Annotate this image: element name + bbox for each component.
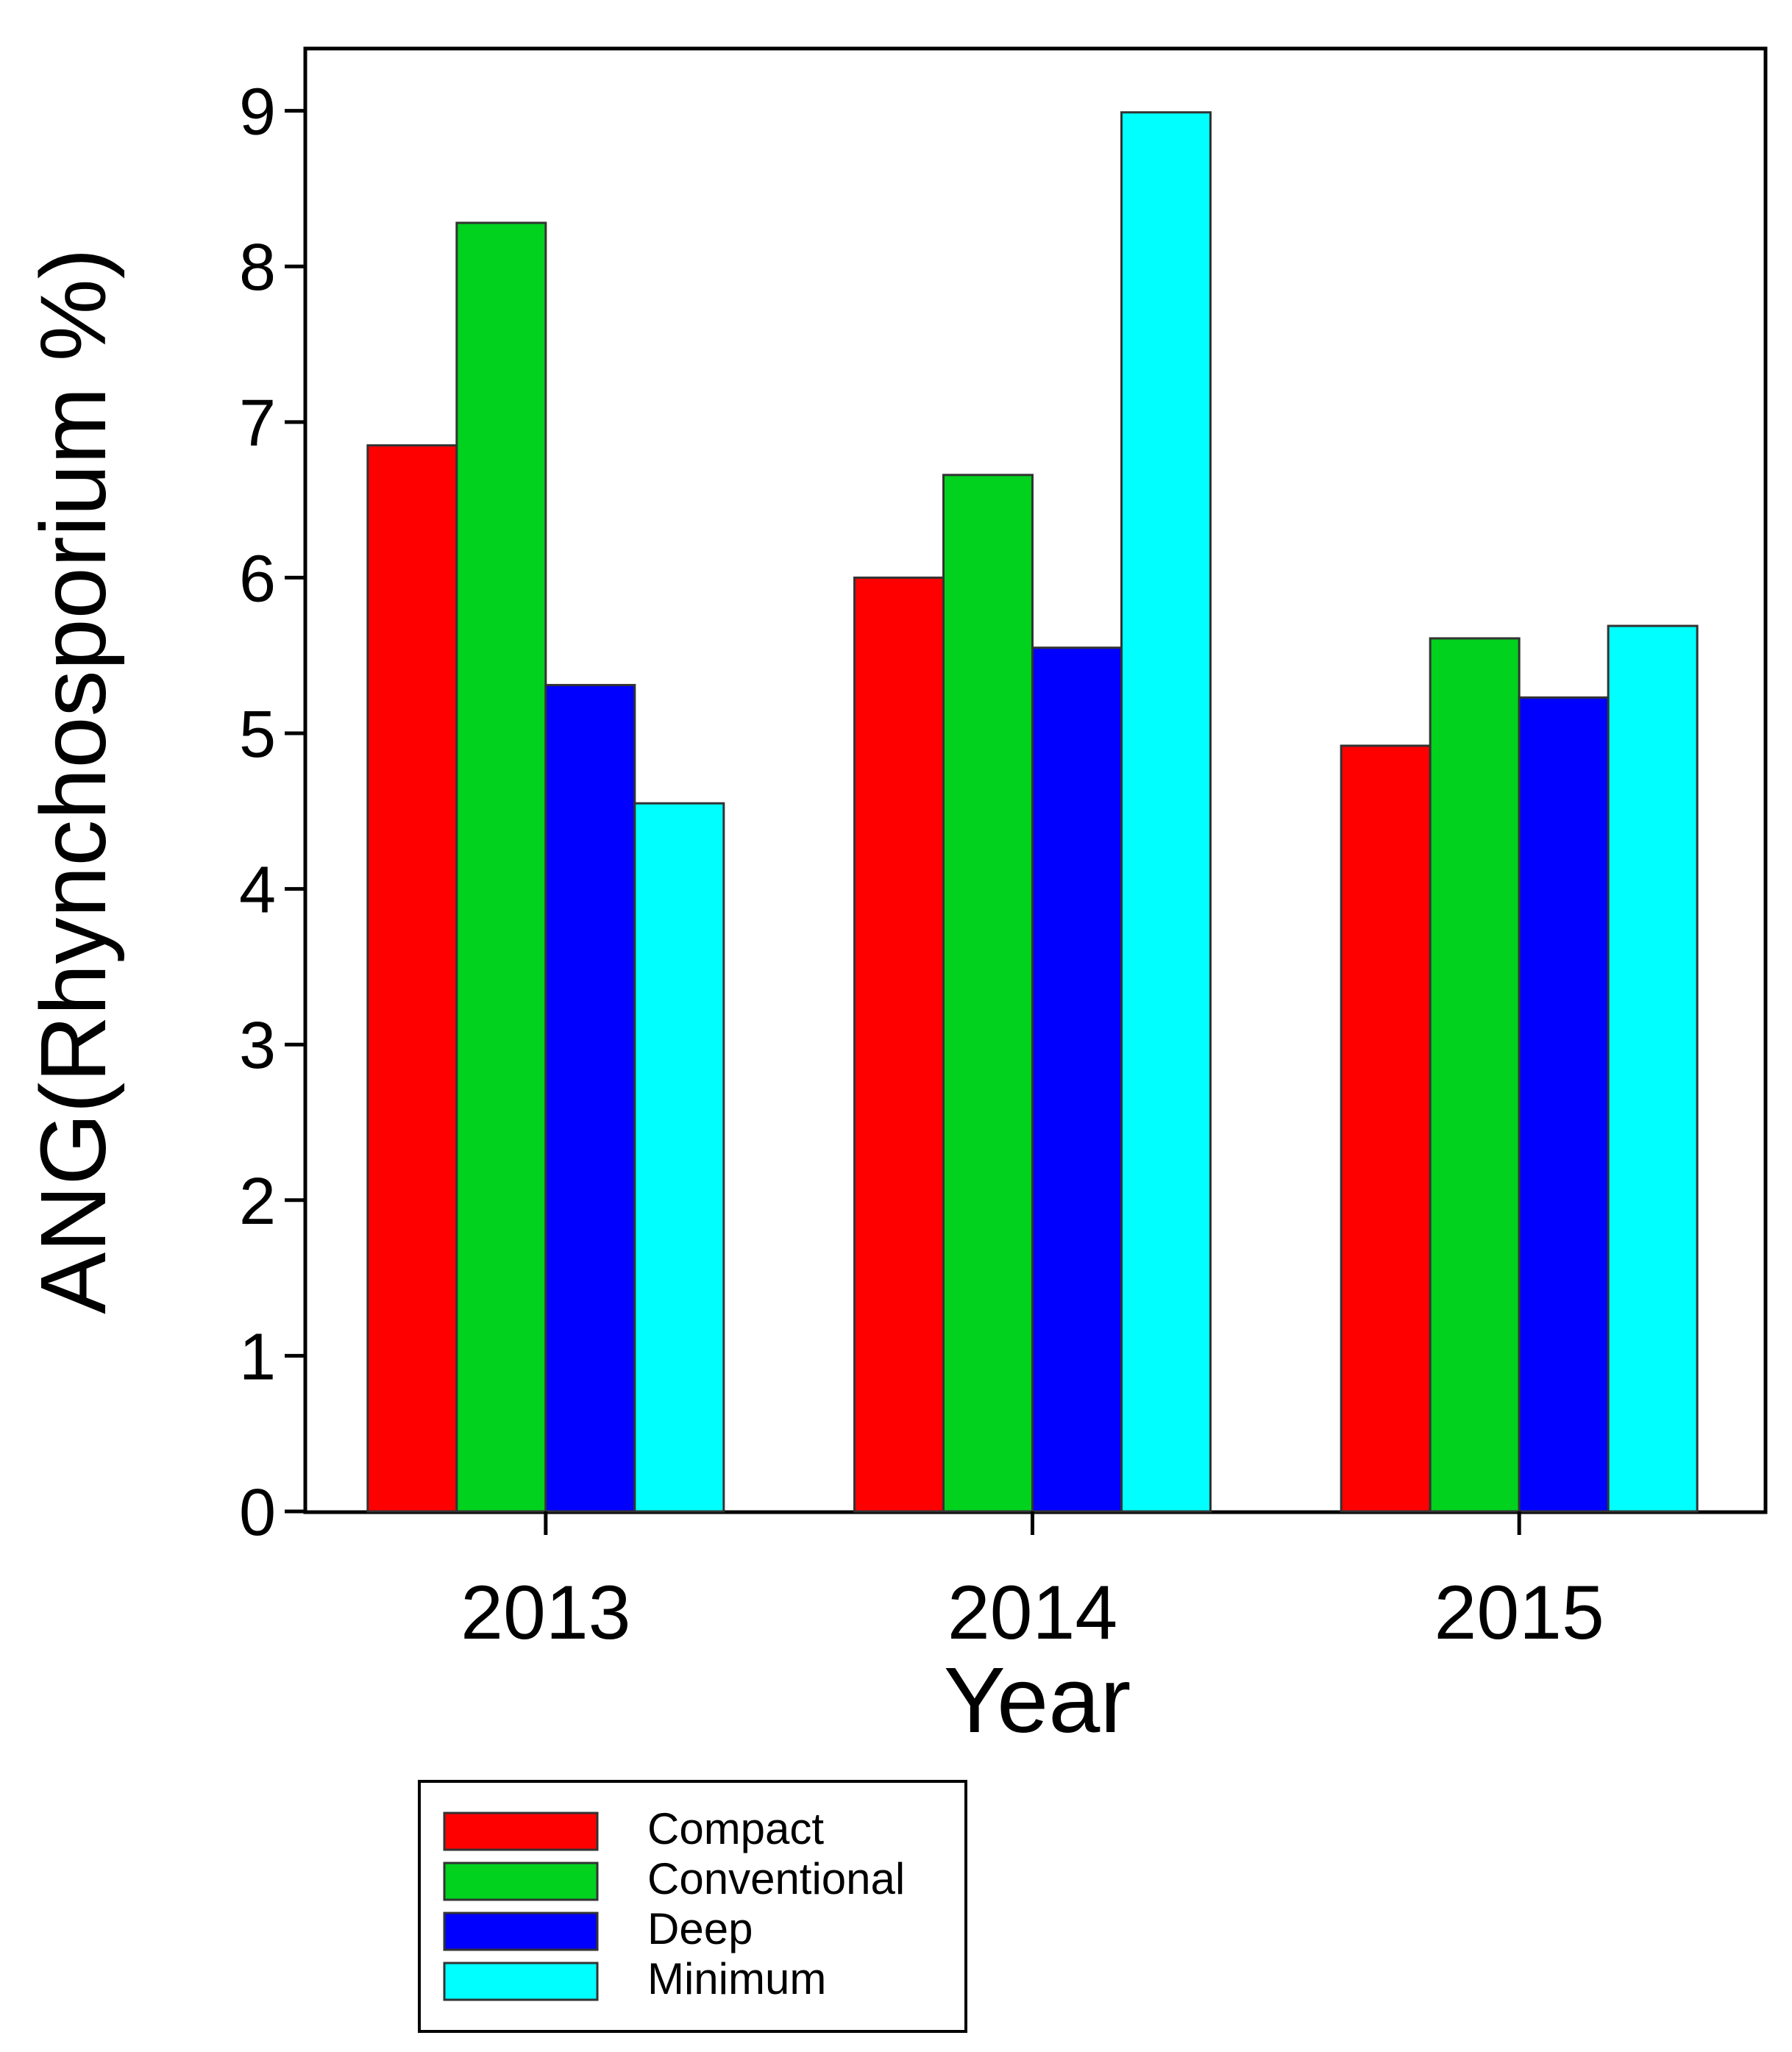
y-tick-label: 5 xyxy=(239,698,276,772)
y-tick-label: 7 xyxy=(239,387,276,460)
x-tick-label: 2015 xyxy=(1434,1570,1604,1656)
y-tick-label: 9 xyxy=(239,76,276,149)
bars-group xyxy=(366,111,1699,1513)
x-tick-label: 2013 xyxy=(461,1570,630,1656)
bar-compact-2013 xyxy=(366,444,458,1513)
y-tick-label: 3 xyxy=(239,1009,276,1083)
legend-label-conventional: Conventional xyxy=(647,1854,905,1903)
legend-swatch-deep xyxy=(443,1912,599,1951)
y-axis-title: ANG(Rhynchosporium %) xyxy=(21,248,125,1314)
legend-label-compact: Compact xyxy=(647,1804,824,1853)
bar-deep-2014 xyxy=(1031,646,1123,1513)
y-tick-label: 8 xyxy=(239,231,276,304)
legend-swatch-conventional xyxy=(443,1862,599,1901)
y-tick-label: 4 xyxy=(239,854,276,927)
bar-minimum-2014 xyxy=(1120,111,1212,1513)
bar-deep-2013 xyxy=(544,683,636,1513)
bar-conventional-2014 xyxy=(942,474,1034,1513)
y-axis-ticks: 0 1 2 3 4 5 6 7 8 9 xyxy=(239,76,305,1550)
legend-label-minimum: Minimum xyxy=(647,1954,826,2003)
bar-minimum-2015 xyxy=(1607,624,1699,1513)
bar-compact-2015 xyxy=(1340,744,1432,1513)
legend-label-deep: Deep xyxy=(647,1904,753,1953)
x-tick-label: 2014 xyxy=(947,1570,1117,1656)
legend-swatch-compact xyxy=(443,1811,599,1851)
y-tick-label: 1 xyxy=(239,1320,276,1394)
bar-minimum-2013 xyxy=(633,802,725,1513)
y-tick-label: 2 xyxy=(239,1165,276,1239)
bar-compact-2014 xyxy=(853,576,945,1513)
y-tick-label: 6 xyxy=(239,542,276,616)
y-tick-label: 0 xyxy=(239,1476,276,1550)
legend-swatch-minimum xyxy=(443,1962,599,2001)
bar-conventional-2013 xyxy=(455,221,547,1513)
bar-deep-2015 xyxy=(1518,696,1610,1513)
x-axis-title: Year xyxy=(944,1648,1131,1752)
x-axis-ticks: 2013 2014 2015 xyxy=(461,1511,1604,1656)
bar-conventional-2015 xyxy=(1429,637,1521,1513)
